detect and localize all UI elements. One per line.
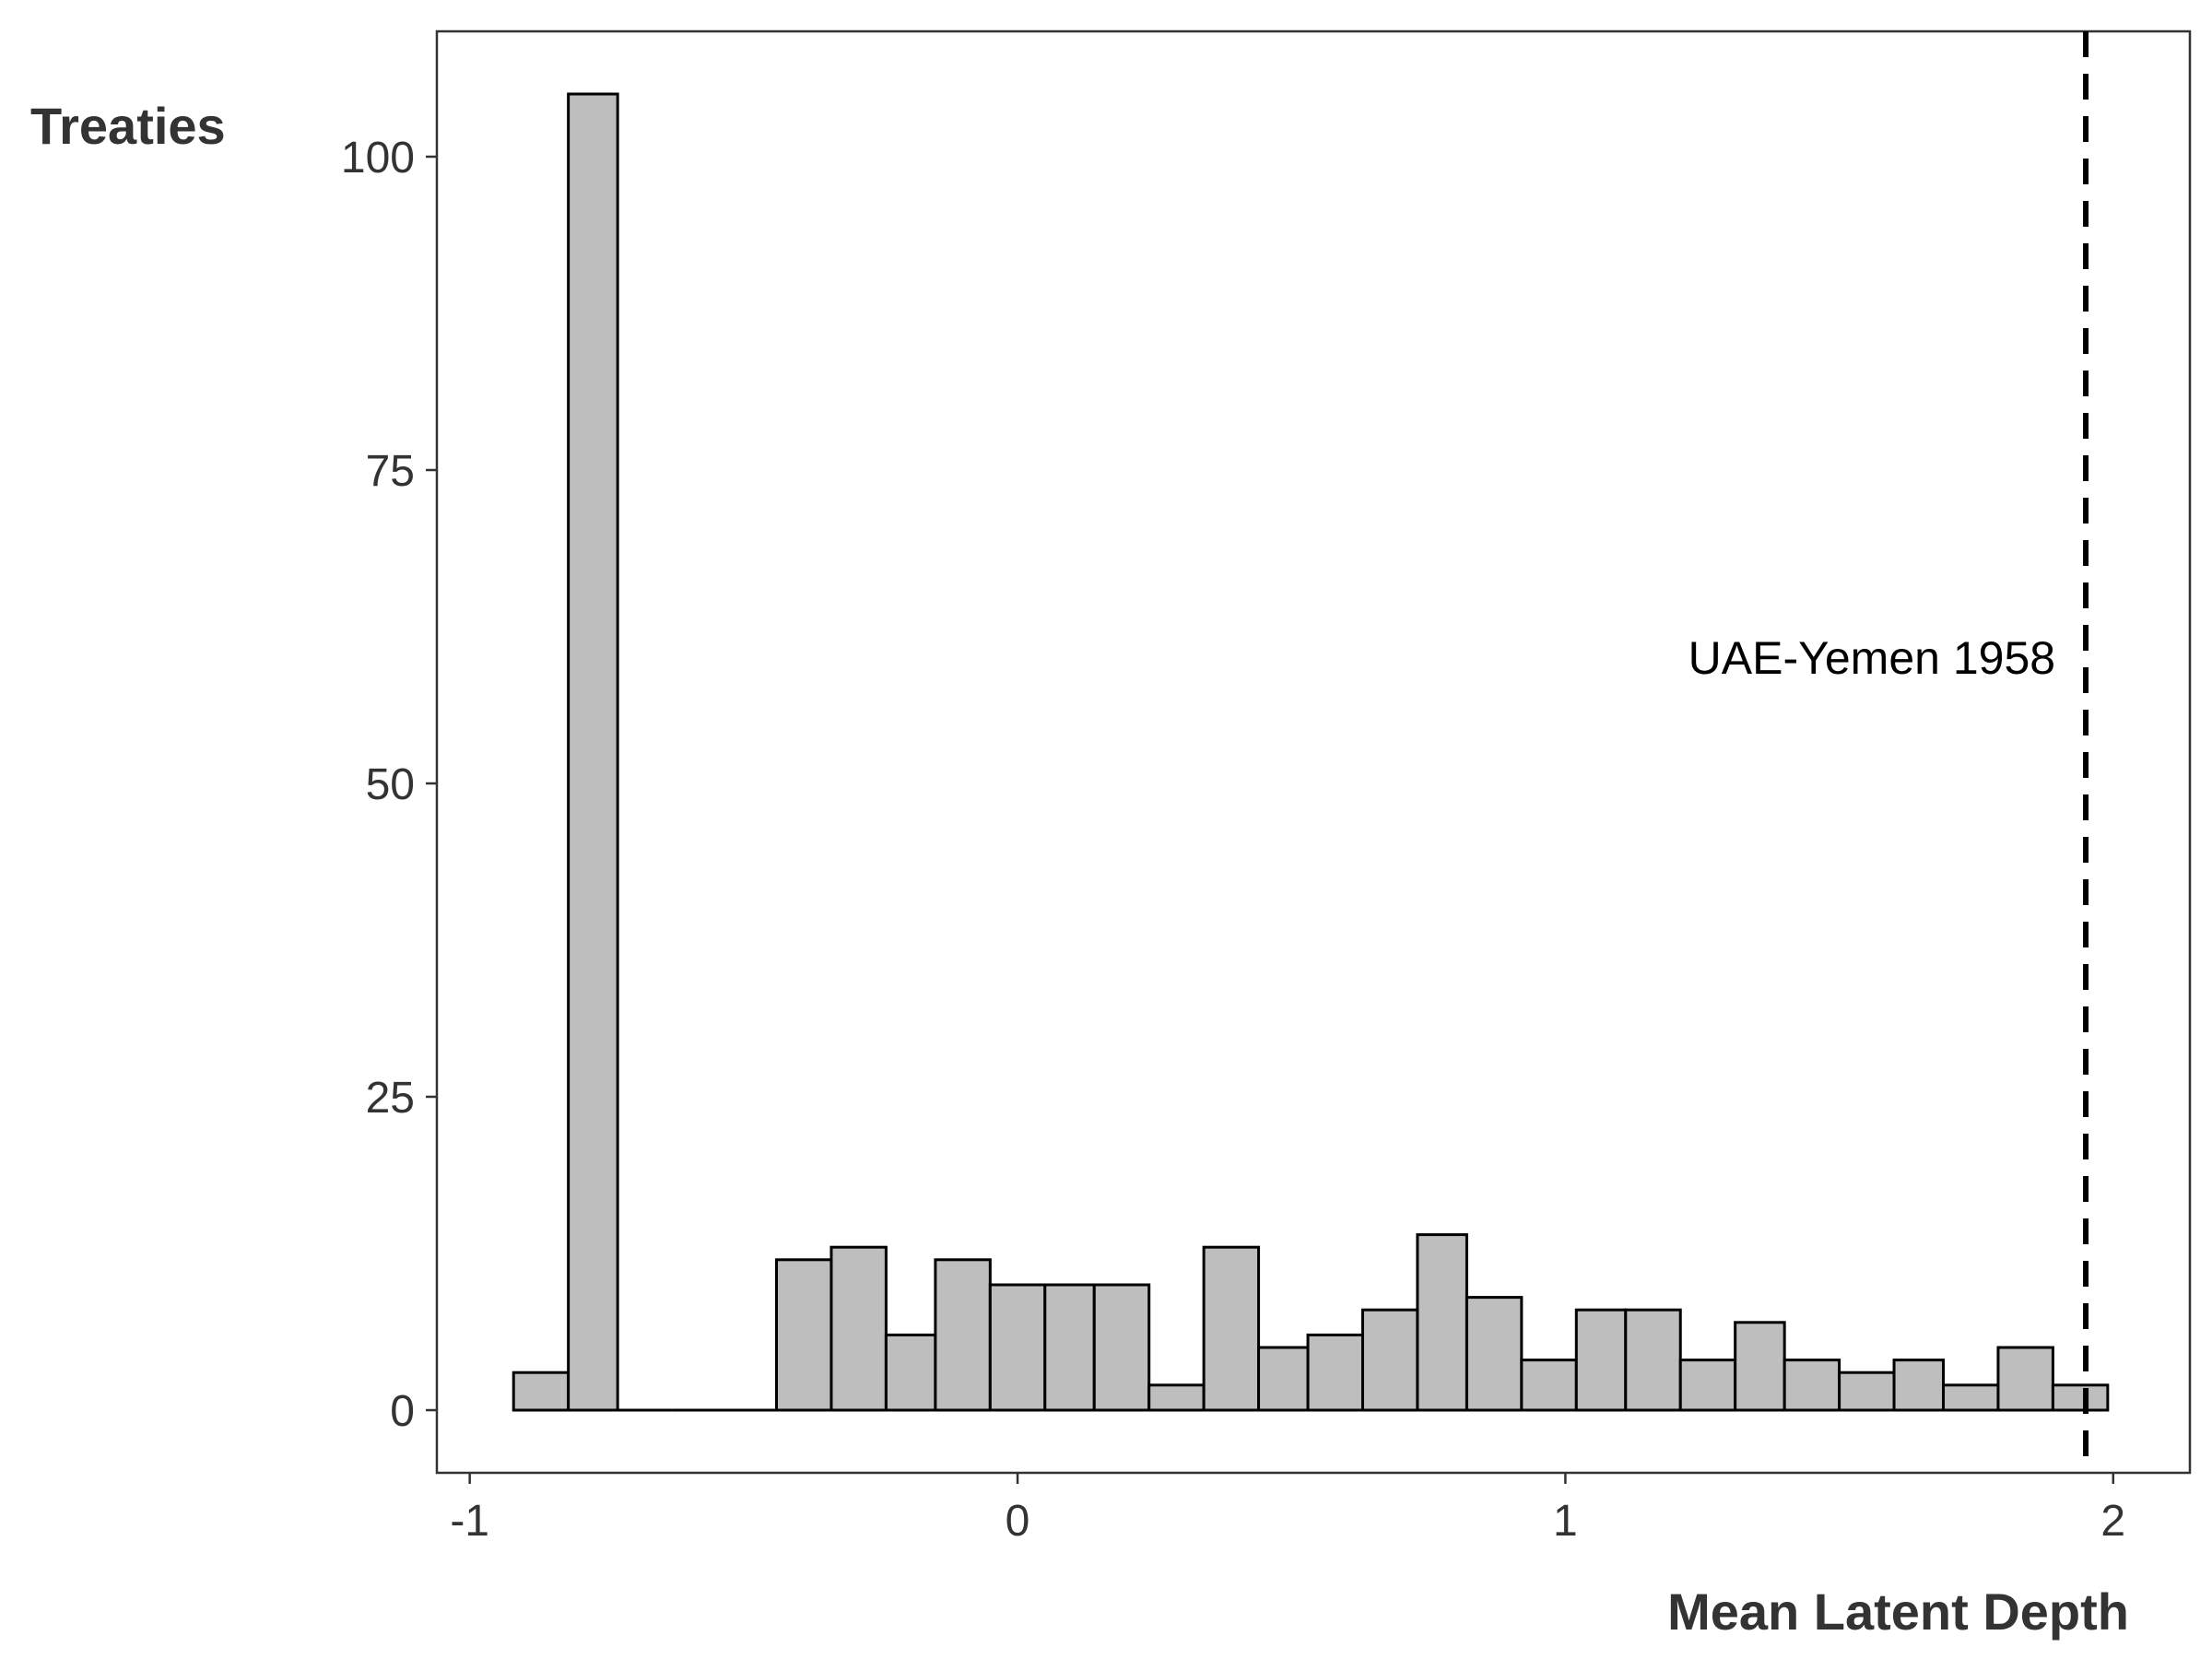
histogram-bar-8 (934, 1258, 992, 1412)
x-tick-label-2: 1 (1553, 1497, 1578, 1546)
histogram-bar-13 (1202, 1245, 1261, 1412)
histogram-bar-1 (567, 92, 619, 1412)
x-tick-label-1: 0 (1006, 1497, 1030, 1546)
y-tick-label-2: 50 (366, 760, 415, 809)
histogram-bar-9 (988, 1283, 1047, 1412)
histogram-bar-28 (1996, 1346, 2054, 1412)
histogram-bar-0 (512, 1371, 571, 1412)
histogram-bar-29 (2051, 1383, 2110, 1412)
histogram-bar-20 (1574, 1308, 1628, 1412)
x-tick-label-0: -1 (450, 1497, 489, 1546)
histogram-bar-11 (1092, 1283, 1151, 1412)
y-tick-label-1: 25 (366, 1074, 415, 1123)
histogram-bar-14 (1257, 1346, 1310, 1412)
histogram-bar-18 (1465, 1296, 1524, 1412)
histogram-bar-24 (1783, 1359, 1841, 1412)
histogram-bar-16 (1360, 1308, 1419, 1412)
y-tick-label-3: 75 (366, 447, 415, 496)
histogram-bar-12 (1147, 1383, 1206, 1412)
histogram-bar-25 (1838, 1371, 1896, 1412)
y-tick-label-0: 0 (390, 1387, 415, 1436)
y-axis: 0 25 50 75 100 (341, 134, 437, 1436)
histogram-bar-6 (830, 1245, 888, 1412)
histogram-bar-17 (1416, 1233, 1468, 1412)
histogram-bar-26 (1892, 1359, 1946, 1412)
histogram-bar-23 (1734, 1321, 1786, 1412)
histogram-bar-10 (1043, 1283, 1096, 1412)
reference-line-label: UAE-Yemen 1958 (1688, 632, 2055, 684)
y-tick-label-4: 100 (341, 134, 415, 182)
reference-line-group: UAE-Yemen 1958 (1688, 31, 2089, 1473)
histogram-bar-15 (1306, 1333, 1364, 1412)
x-tick-label-3: 2 (2100, 1497, 2125, 1546)
histogram-bar-22 (1678, 1359, 1737, 1412)
histogram-bar-19 (1520, 1359, 1578, 1412)
histogram-bar-27 (1942, 1383, 2000, 1412)
x-axis-title: Mean Latent Depth (1667, 1583, 2129, 1641)
histogram-bar-21 (1624, 1308, 1682, 1412)
histogram-bar-5 (775, 1258, 833, 1412)
plot-panel-border (435, 29, 2192, 1475)
histogram-bar-7 (884, 1333, 937, 1412)
histogram-bars (512, 92, 2110, 1412)
y-axis-title: Treaties (30, 97, 226, 155)
x-axis: -1 0 1 2 (450, 1473, 2125, 1546)
